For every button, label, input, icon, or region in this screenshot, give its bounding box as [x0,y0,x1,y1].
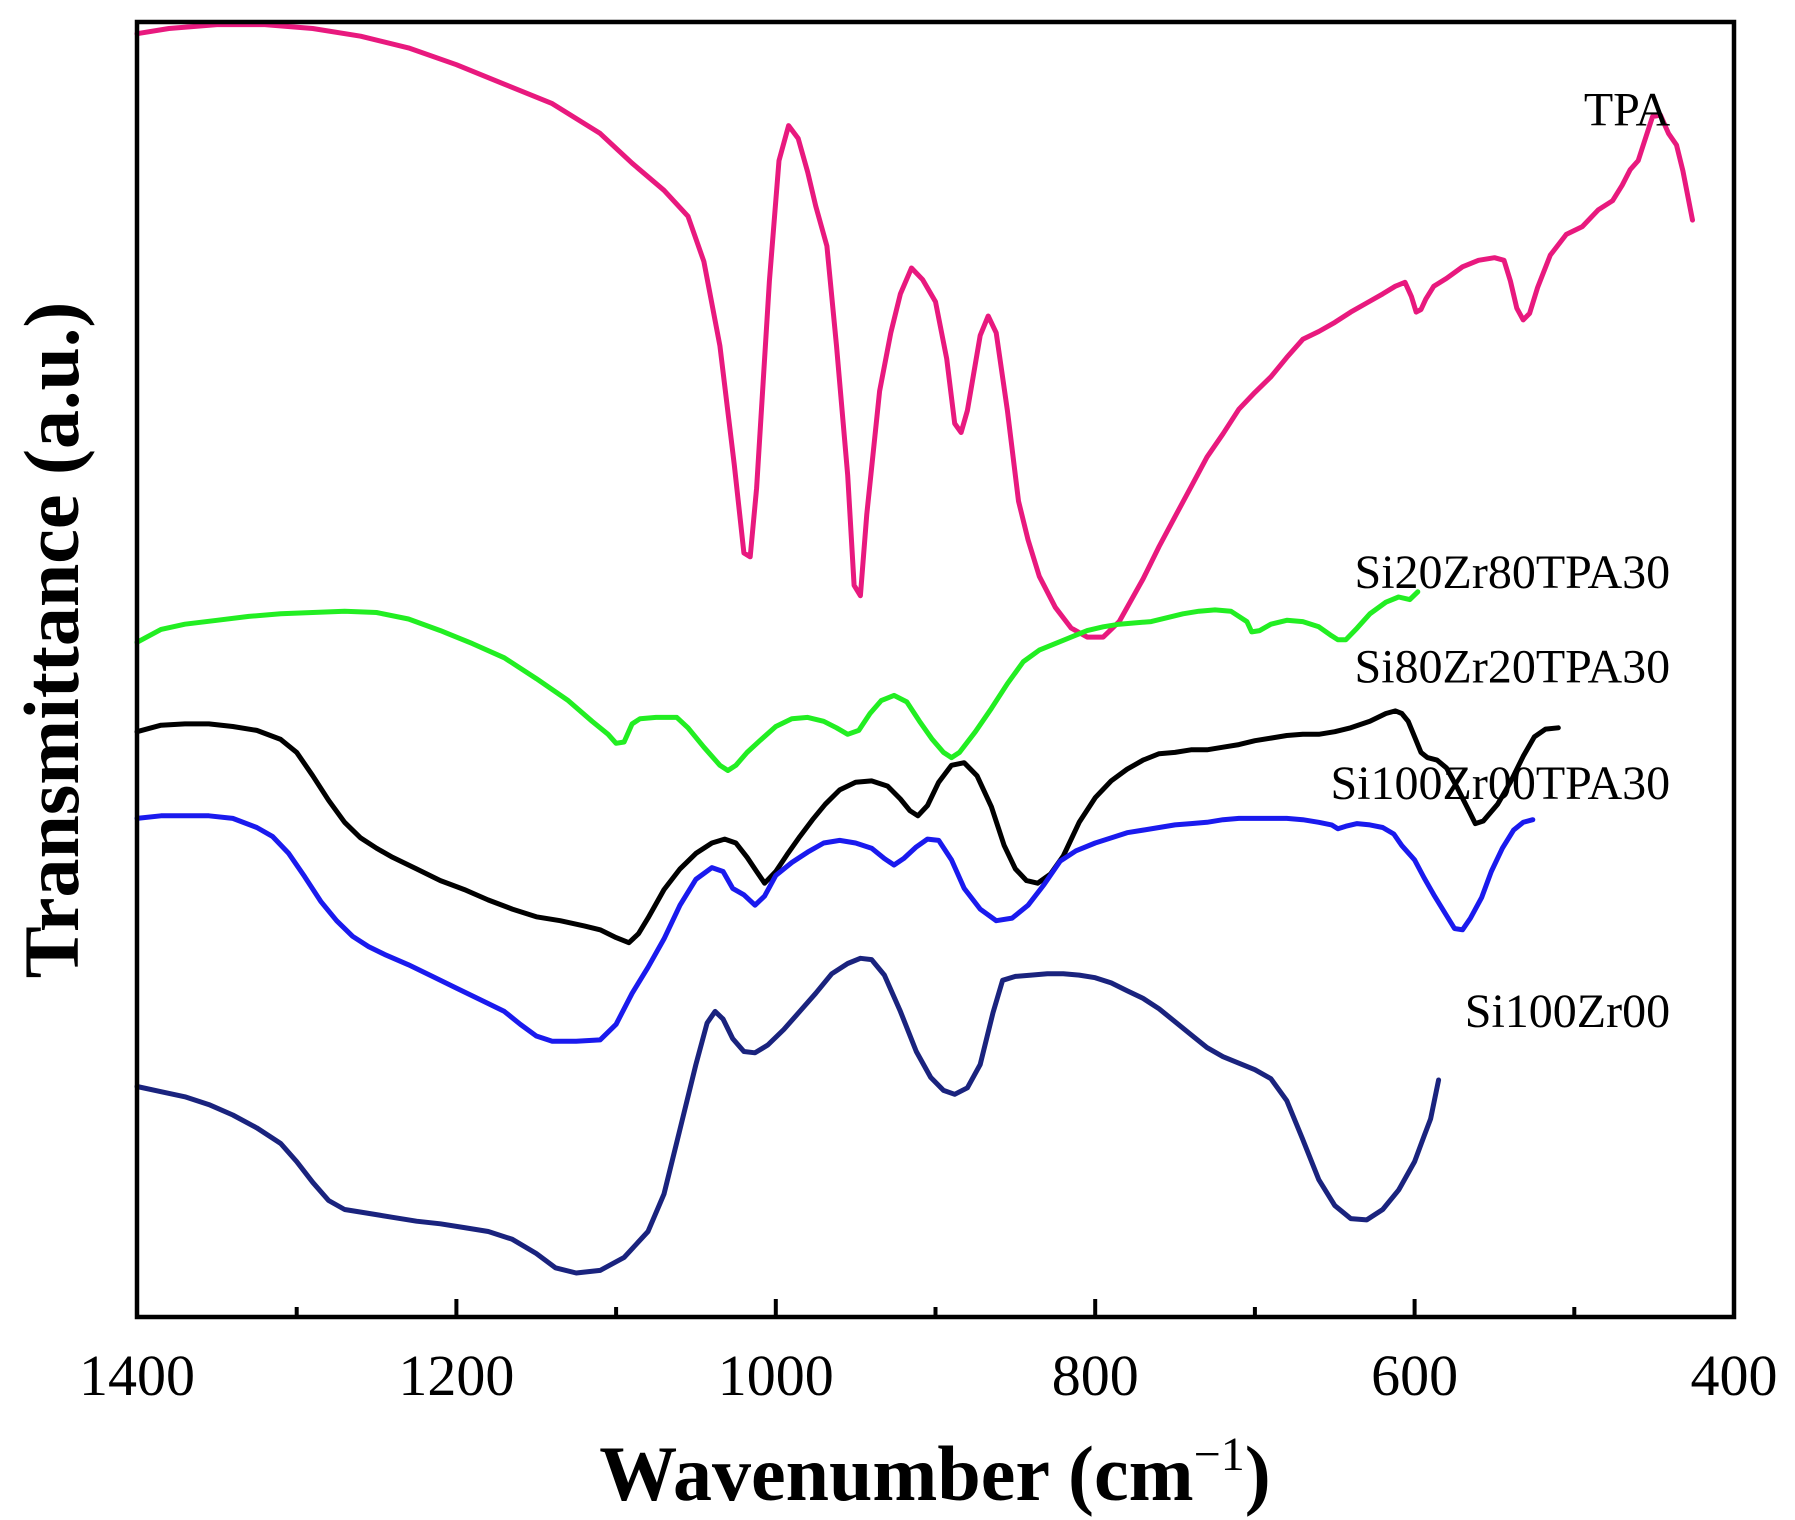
series-layer [134,22,1695,1276]
series-label-si80zr20tpa30: Si80Zr20TPA30 [1355,640,1671,693]
series-label-si100zr00: Si100Zr00 [1465,985,1670,1038]
x-axis-ticks [135,1299,1736,1317]
y-axis-title: Transmittance (a.u.) [8,302,95,979]
x-tick-label-1000: 1000 [718,1343,834,1408]
series-line-si20zr80tpa30 [134,589,1421,773]
x-axis-title-close: ) [1245,1430,1271,1517]
series-labels: TPA Si20Zr80TPA30 Si80Zr20TPA30 Si100Zr00TP… [1331,84,1671,1038]
series-line-si80zr20tpa30 [134,708,1561,946]
series-line-si100zr00tpa30 [134,813,1536,1044]
x-tick-label-400: 400 [1691,1343,1778,1408]
x-axis-title: Wavenumber (cm−1) [599,1428,1270,1517]
series-line-si100zr00 [134,955,1442,1276]
x-tick-label-600: 600 [1371,1343,1458,1408]
series-label-tpa: TPA [1584,84,1671,137]
x-tick-label-800: 800 [1052,1343,1139,1408]
x-axis-tick-labels: 1400 1200 1000 800 600 400 [79,1343,1778,1408]
series-label-si100zr00tpa30: Si100Zr00TPA30 [1331,757,1671,810]
series-label-si20zr80tpa30: Si20Zr80TPA30 [1355,546,1671,599]
x-axis-title-superscript: −1 [1194,1428,1245,1481]
x-tick-label-1200: 1200 [398,1343,514,1408]
x-tick-label-1400: 1400 [79,1343,195,1408]
